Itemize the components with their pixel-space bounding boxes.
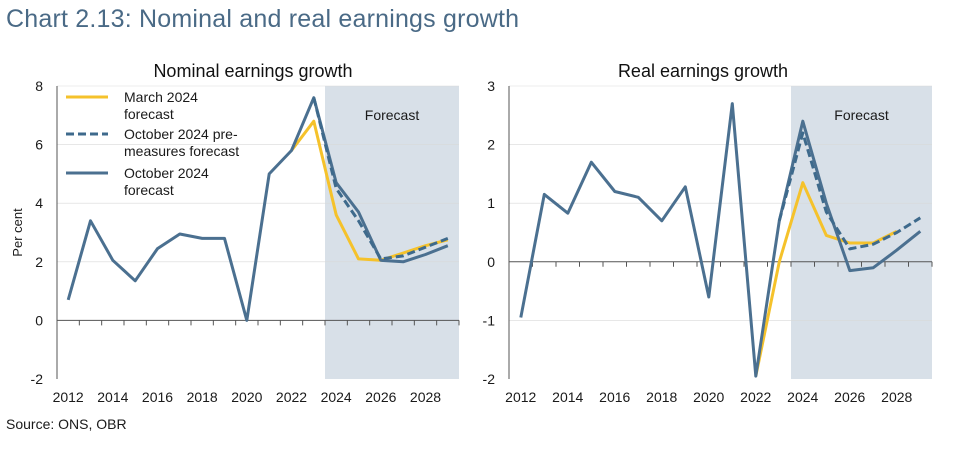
legend-label: measures forecast	[124, 143, 239, 159]
x-tick-label: 2012	[53, 389, 84, 405]
legend-label: forecast	[124, 182, 174, 198]
x-tick-label: 2016	[142, 389, 173, 405]
forecast-shading	[791, 86, 932, 379]
y-tick-label: 0	[487, 254, 495, 270]
x-tick-label: 2018	[187, 389, 218, 405]
x-tick-label: 2026	[365, 389, 396, 405]
page-title: Chart 2.13: Nominal and real earnings gr…	[6, 5, 520, 33]
y-tick-label: 0	[35, 312, 43, 328]
legend-label: October 2024	[124, 165, 209, 181]
x-tick-label: 2024	[787, 389, 818, 405]
chart-title: Real earnings growth	[618, 61, 788, 81]
y-tick-label: 4	[35, 195, 43, 211]
x-tick-label: 2022	[740, 389, 771, 405]
forecast-shading	[325, 86, 459, 379]
x-tick-label: 2014	[552, 389, 583, 405]
series-line-october-2024-forecast	[66, 96, 449, 322]
x-tick-label: 2024	[321, 389, 352, 405]
series-line-october-2024-forecast	[519, 102, 922, 378]
x-tick-label: 2014	[97, 389, 128, 405]
series-line-october-2024-pre-measures-forecast	[777, 131, 922, 251]
x-tick-label: 2028	[410, 389, 441, 405]
series-line-october-2024-pre-measures-forecast	[312, 97, 449, 261]
y-tick-label: 2	[35, 254, 43, 270]
series-line-march-2024-forecast	[290, 119, 449, 262]
x-tick-label: 2020	[693, 389, 724, 405]
x-tick-label: 2022	[276, 389, 307, 405]
x-tick-label: 2026	[834, 389, 865, 405]
y-tick-label: 8	[35, 78, 43, 94]
forecast-label: Forecast	[365, 107, 420, 123]
y-tick-label: 3	[487, 78, 495, 94]
y-tick-label: -2	[31, 371, 44, 387]
y-tick-label: -2	[483, 371, 496, 387]
nominal-earnings-chart: Forecast -2 0 2 4 6 8 2012 2014 2016 2018 2020 2022 2…	[10, 61, 460, 405]
x-tick-label: 2012	[505, 389, 536, 405]
forecast-label: Forecast	[834, 107, 889, 123]
y-tick-label: 6	[35, 137, 43, 153]
y-axis-label: Per cent	[10, 208, 25, 257]
chart-title: Nominal earnings growth	[153, 61, 352, 81]
y-tick-label: -1	[483, 312, 496, 328]
y-tick-label: 2	[487, 137, 495, 153]
x-tick-label: 2028	[881, 389, 912, 405]
legend-label: March 2024	[124, 89, 198, 105]
source-note: Source: ONS, OBR	[6, 416, 127, 432]
legend-label: October 2024 pre-	[124, 126, 238, 142]
x-tick-label: 2020	[231, 389, 262, 405]
legend-label: forecast	[124, 106, 174, 122]
x-tick-label: 2016	[599, 389, 630, 405]
y-tick-label: 1	[487, 195, 495, 211]
real-earnings-chart: Forecast -2 -1 0 1 2 3 2012 2014 2016 2018 2020 2022…	[483, 61, 933, 405]
x-tick-label: 2018	[646, 389, 677, 405]
